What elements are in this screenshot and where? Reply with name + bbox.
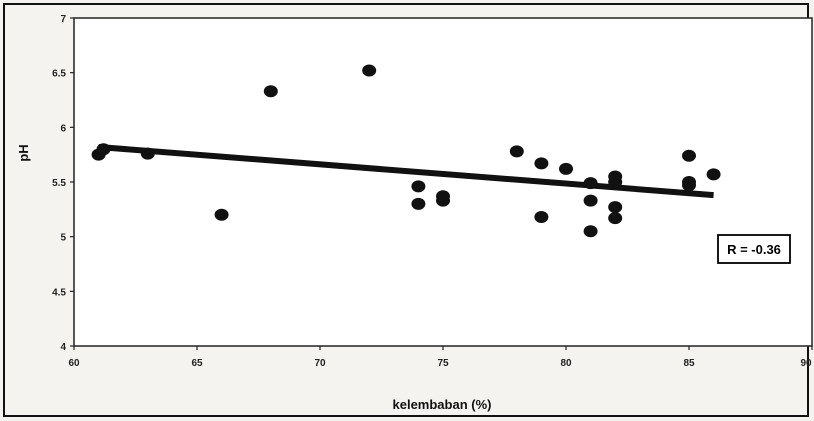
y-tick-label: 6.5 xyxy=(52,69,66,80)
y-tick-label: 4.5 xyxy=(52,287,66,298)
data-points xyxy=(91,64,721,238)
data-point xyxy=(559,162,573,175)
x-axis-title: kelembaban (%) xyxy=(393,397,492,412)
trendline-group xyxy=(98,144,714,199)
data-point xyxy=(583,225,598,238)
data-point xyxy=(140,147,155,160)
y-tick-label: 4 xyxy=(60,342,66,353)
y-tick-label: 5.5 xyxy=(52,178,66,189)
data-point xyxy=(411,180,426,193)
data-point xyxy=(608,201,623,214)
x-tick-label: 80 xyxy=(560,358,572,369)
y-tick-label: 6 xyxy=(60,123,66,134)
data-point xyxy=(263,85,278,98)
data-point xyxy=(534,210,549,223)
data-point xyxy=(682,149,696,162)
x-tick-label: 85 xyxy=(683,358,695,369)
x-tick-label: 70 xyxy=(314,358,326,369)
x-tick-label: 60 xyxy=(68,358,80,369)
data-point xyxy=(682,179,696,192)
plot-area xyxy=(73,17,813,347)
axis-ticks: 60 65 70 75 80 85 90 4 4.5 5 5.5 6 6.5 7 xyxy=(52,14,813,369)
y-tick-label: 7 xyxy=(60,14,66,25)
data-point xyxy=(509,145,524,158)
r-annotation: R = -0.36 xyxy=(727,242,781,257)
data-point xyxy=(583,177,598,190)
data-point xyxy=(214,208,229,221)
data-point xyxy=(608,176,623,188)
data-point xyxy=(706,168,721,181)
data-point xyxy=(534,157,549,170)
y-axis-title: pH xyxy=(16,144,31,161)
x-tick-label: 65 xyxy=(191,358,203,369)
data-point xyxy=(362,64,377,77)
y-tick-label: 5 xyxy=(60,233,66,244)
x-tick-label: 75 xyxy=(437,358,449,369)
r-annotation-box: R = -0.36 xyxy=(717,234,791,264)
data-point xyxy=(411,197,426,210)
trendline xyxy=(98,144,714,199)
data-point xyxy=(96,143,111,156)
data-point xyxy=(608,212,623,225)
data-point xyxy=(436,194,450,207)
x-tick-label: 90 xyxy=(800,358,812,369)
data-point xyxy=(583,194,598,207)
